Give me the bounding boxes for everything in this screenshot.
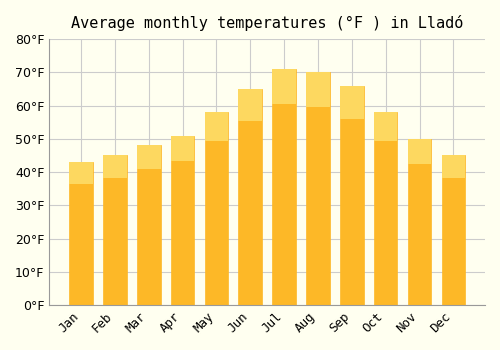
Bar bbox=[238, 89, 262, 305]
Bar bbox=[137, 146, 160, 305]
Bar bbox=[103, 155, 126, 178]
Bar bbox=[170, 135, 194, 305]
Bar bbox=[69, 162, 93, 305]
Bar bbox=[204, 112, 229, 141]
Bar bbox=[238, 89, 262, 121]
Bar bbox=[374, 112, 398, 305]
Bar bbox=[69, 162, 93, 183]
Bar bbox=[340, 86, 363, 119]
Bar bbox=[306, 72, 330, 305]
Bar bbox=[306, 72, 330, 107]
Bar bbox=[170, 135, 194, 161]
Bar bbox=[137, 146, 160, 169]
Bar bbox=[408, 139, 432, 164]
Bar bbox=[374, 112, 398, 141]
Bar bbox=[442, 155, 465, 178]
Bar bbox=[204, 112, 229, 305]
Bar bbox=[340, 86, 363, 305]
Bar bbox=[442, 155, 465, 305]
Bar bbox=[272, 69, 296, 305]
Bar bbox=[272, 69, 296, 104]
Bar bbox=[408, 139, 432, 305]
Title: Average monthly temperatures (°F ) in Lladó: Average monthly temperatures (°F ) in Ll… bbox=[71, 15, 464, 31]
Bar bbox=[103, 155, 126, 305]
